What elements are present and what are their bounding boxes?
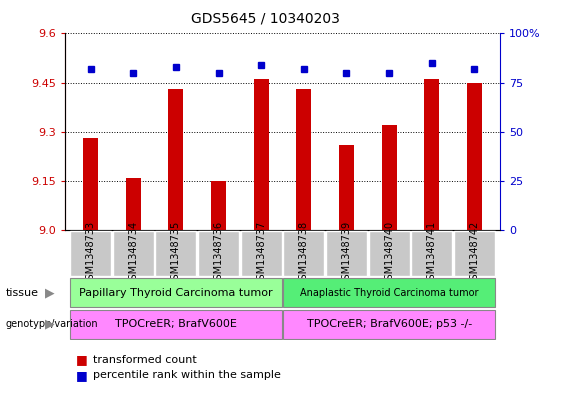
Bar — [326, 231, 367, 276]
Text: Anaplastic Thyroid Carcinoma tumor: Anaplastic Thyroid Carcinoma tumor — [300, 288, 479, 298]
Text: ■: ■ — [76, 353, 88, 366]
Text: GSM1348736: GSM1348736 — [214, 221, 224, 286]
Bar — [70, 278, 281, 307]
Text: ▶: ▶ — [45, 286, 55, 299]
Text: GSM1348737: GSM1348737 — [256, 221, 266, 286]
Text: GSM1348742: GSM1348742 — [470, 221, 480, 286]
Text: GSM1348734: GSM1348734 — [128, 221, 138, 286]
Text: ▶: ▶ — [45, 318, 55, 331]
Bar — [424, 79, 439, 230]
Text: GSM1348738: GSM1348738 — [299, 221, 309, 286]
Text: tissue: tissue — [6, 288, 38, 298]
Bar — [368, 231, 410, 276]
Bar — [254, 79, 268, 230]
Bar — [168, 89, 183, 230]
Text: GSM1348741: GSM1348741 — [427, 221, 437, 286]
Text: Papillary Thyroid Carcinoma tumor: Papillary Thyroid Carcinoma tumor — [79, 288, 273, 298]
Bar — [297, 89, 311, 230]
Text: TPOCreER; BrafV600E: TPOCreER; BrafV600E — [115, 319, 237, 329]
Text: GSM1348733: GSM1348733 — [85, 221, 95, 286]
Bar — [467, 83, 482, 230]
Bar — [284, 278, 495, 307]
Bar — [211, 181, 226, 230]
Text: GSM1348735: GSM1348735 — [171, 221, 181, 286]
Text: GSM1348740: GSM1348740 — [384, 221, 394, 286]
Bar — [70, 231, 111, 276]
Text: ■: ■ — [76, 369, 88, 382]
Bar — [411, 231, 452, 276]
Bar — [198, 231, 239, 276]
Bar — [284, 310, 495, 339]
Bar — [155, 231, 197, 276]
Bar — [83, 138, 98, 230]
Text: GDS5645 / 10340203: GDS5645 / 10340203 — [191, 12, 340, 26]
Text: percentile rank within the sample: percentile rank within the sample — [93, 370, 281, 380]
Bar — [126, 178, 141, 230]
Bar — [339, 145, 354, 230]
Text: GSM1348739: GSM1348739 — [341, 221, 351, 286]
Text: TPOCreER; BrafV600E; p53 -/-: TPOCreER; BrafV600E; p53 -/- — [306, 319, 472, 329]
Bar — [113, 231, 154, 276]
Bar — [284, 231, 324, 276]
Bar — [382, 125, 397, 230]
Text: genotype/variation: genotype/variation — [6, 319, 98, 329]
Text: transformed count: transformed count — [93, 354, 197, 365]
Bar — [70, 310, 281, 339]
Bar — [241, 231, 281, 276]
Bar — [454, 231, 495, 276]
